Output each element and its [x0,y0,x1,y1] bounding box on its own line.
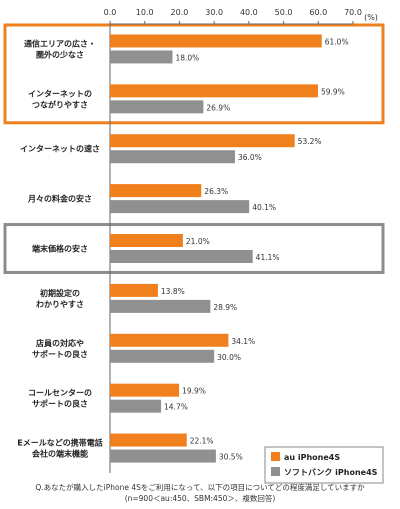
bar-au [110,134,295,148]
bar-value-label: 61.0% [325,37,349,46]
bar-value-label: 41.1% [256,253,280,262]
bar-value-label: 26.3% [204,187,228,196]
bar-au [110,184,202,198]
category-label: 通信エリアの広さ・ [24,38,96,48]
bars: 61.0% 18.0% 59.9% 26.9% 53.2% 36.0% 26.3% 40.1%… [110,34,349,463]
category-label: 初期設定の [40,288,80,298]
x-tick-label: 30.0 [205,8,223,17]
category-label: 月々の料金の安さ [27,194,92,204]
x-tick-label: 40.0 [240,8,258,17]
footnote-sample: (n=900＜au:450、SBM:450＞、複数回答) [125,493,276,503]
category-label: わかりやすさ [36,299,84,309]
category-label: コールセンターの [28,388,92,398]
bar-softbank [110,200,250,214]
legend: au iPhone4S ソフトバンク iPhone4S [264,446,384,484]
bar-au [110,333,229,347]
legend-swatch [271,467,280,476]
bar-softbank [110,150,235,164]
bar-value-label: 13.8% [161,287,185,296]
x-axis: 0.0 10.0 20.0 30.0 40.0 50.0 60.0 70.0(%) [104,8,378,473]
category-label: インターネットの [28,88,92,98]
bar-value-label: 14.7% [164,403,188,412]
category-label: サポートの良さ [32,349,88,359]
highlight-box [3,23,385,125]
category-label: サポートの良さ [32,399,88,409]
bar-value-label: 40.1% [252,203,276,212]
x-tick-label: 0.0 [104,8,117,17]
bar-value-label: 22.1% [190,437,214,446]
category-label: Eメールなどの携帯電話 [17,438,102,448]
category-label: インターネットの速さ [20,144,100,154]
bar-value-label: 30.5% [219,453,243,462]
legend-swatch [271,452,280,461]
x-tick-label: 20.0 [171,8,189,17]
category-labels: 通信エリアの広さ・圏外の少なさインターネットのつながりやすさインターネットの速さ… [17,38,102,458]
category-label: つながりやすさ [32,99,88,109]
category-label: 端末価格の安さ [32,244,88,254]
unit-label: (%) [364,13,378,22]
legend-box [264,446,384,484]
bar-softbank [110,349,215,363]
footnote-question: Q.あなたが購入したiPhone 4Sをご利用になって、以下の項目についてどの程… [35,482,365,492]
x-tick-label: 60.0 [309,8,327,17]
bar-softbank [110,399,162,413]
x-tick-label: 70.0 [344,8,362,17]
bar-softbank [110,449,216,463]
bar-value-label: 26.9% [206,103,230,112]
legend-label: ソフトバンク iPhone4S [284,467,378,477]
highlight-boxes [3,23,385,274]
category-label: 圏外の少なさ [36,49,84,59]
bar-value-label: 36.0% [238,153,262,162]
bar-value-label: 59.9% [321,87,345,96]
category-label: 店員の対応や [36,338,84,348]
bar-value-label: 28.9% [213,303,237,312]
x-tick-label: 50.0 [275,8,293,17]
bar-au [110,283,158,297]
highlight-box [3,223,385,274]
bar-value-label: 30.0% [217,353,241,362]
bar-softbank [110,299,211,313]
bar-value-label: 18.0% [175,53,199,62]
bar-softbank [110,250,253,263]
bar-value-label: 53.2% [298,137,322,146]
bar-value-label: 21.0% [186,237,210,246]
bar-au [110,383,180,397]
bar-au [110,433,187,447]
legend-label: au iPhone4S [284,453,340,462]
bar-au [110,34,322,48]
bar-au [110,84,318,98]
bar-au [110,234,183,247]
x-tick-label: 10.0 [136,8,154,17]
bar-value-label: 19.9% [182,387,206,396]
bar-softbank [110,50,173,64]
bar-value-label: 34.1% [231,337,255,346]
category-label: 会社の端末機能 [32,449,88,459]
bar-softbank [110,100,204,114]
